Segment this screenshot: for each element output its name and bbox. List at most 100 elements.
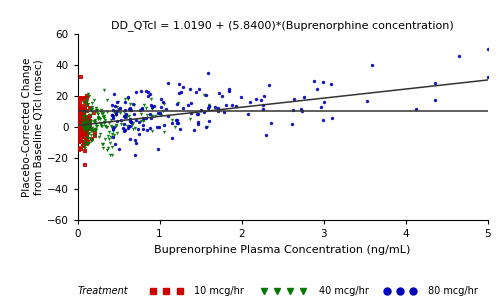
Point <box>168 120 176 125</box>
Point <box>146 102 154 107</box>
Point <box>82 96 90 101</box>
Point <box>160 122 168 127</box>
Point <box>297 106 305 111</box>
Point <box>78 109 86 114</box>
Point <box>98 111 106 116</box>
Point <box>80 114 88 118</box>
Point <box>112 113 120 118</box>
Point <box>113 118 121 123</box>
Point <box>86 119 94 124</box>
Point <box>78 120 86 125</box>
Point <box>79 96 87 101</box>
Point <box>74 113 82 118</box>
Text: 80 mcg/hr: 80 mcg/hr <box>428 286 478 296</box>
Point <box>106 135 114 140</box>
Point <box>76 131 84 136</box>
Point <box>86 121 94 126</box>
Point <box>83 93 91 98</box>
Point <box>122 108 130 113</box>
Point <box>84 124 92 129</box>
Point <box>116 110 124 115</box>
Point <box>74 99 82 104</box>
Point <box>109 115 117 120</box>
Point <box>76 125 84 130</box>
Text: 10 mcg/hr: 10 mcg/hr <box>194 286 244 296</box>
Point <box>80 130 88 135</box>
Point <box>90 119 98 124</box>
Point <box>83 118 91 123</box>
Point <box>83 131 91 136</box>
Point <box>75 106 83 111</box>
Point <box>76 138 84 143</box>
Point <box>80 121 88 126</box>
Point <box>288 107 296 112</box>
Point <box>84 140 92 145</box>
Point <box>78 121 86 126</box>
Point <box>148 107 156 112</box>
Point <box>74 108 82 113</box>
Point <box>86 122 94 127</box>
Point <box>74 109 82 114</box>
Point <box>83 132 91 137</box>
Point <box>94 111 102 116</box>
Point <box>137 88 145 93</box>
Point <box>86 127 94 132</box>
Point <box>259 103 267 108</box>
Point <box>82 137 90 142</box>
Point <box>82 140 90 145</box>
Point <box>224 86 232 91</box>
Point <box>75 146 83 151</box>
Point <box>150 114 158 118</box>
Point <box>200 92 207 97</box>
Point <box>91 119 99 124</box>
Point <box>90 111 98 116</box>
Point <box>82 114 90 119</box>
Point <box>126 118 134 123</box>
Point <box>138 122 146 127</box>
Point <box>84 126 92 131</box>
Point <box>78 133 86 138</box>
Point <box>126 116 134 121</box>
Point <box>74 122 82 127</box>
Point <box>94 117 102 121</box>
Point <box>92 124 100 129</box>
Point <box>112 109 120 114</box>
Point <box>76 118 84 123</box>
Point <box>160 129 168 134</box>
Point <box>83 102 91 107</box>
Point <box>118 125 126 130</box>
Point <box>79 117 87 121</box>
Point <box>75 111 83 116</box>
Point <box>138 127 146 132</box>
Point <box>328 82 336 87</box>
Point <box>76 101 84 106</box>
Point <box>76 128 84 132</box>
Point <box>76 123 84 128</box>
Point <box>114 99 122 104</box>
Point <box>100 141 108 146</box>
Point <box>484 47 492 51</box>
Point <box>82 125 90 130</box>
Point <box>79 110 87 115</box>
Point <box>252 97 260 102</box>
Point <box>74 125 82 130</box>
Point <box>157 96 165 101</box>
Point <box>76 116 84 121</box>
Point <box>76 109 84 114</box>
Point <box>80 128 88 133</box>
Point <box>179 106 187 111</box>
Point <box>74 105 82 110</box>
Point <box>80 108 88 113</box>
Point <box>80 116 88 121</box>
Point <box>114 131 122 136</box>
Point <box>200 110 208 114</box>
Point <box>128 121 136 126</box>
Point <box>105 137 113 142</box>
Point <box>100 121 108 125</box>
Point <box>88 136 96 141</box>
Point <box>126 124 134 129</box>
Point <box>108 144 116 149</box>
Point <box>74 108 82 113</box>
Point <box>109 129 117 133</box>
Point <box>205 118 213 123</box>
